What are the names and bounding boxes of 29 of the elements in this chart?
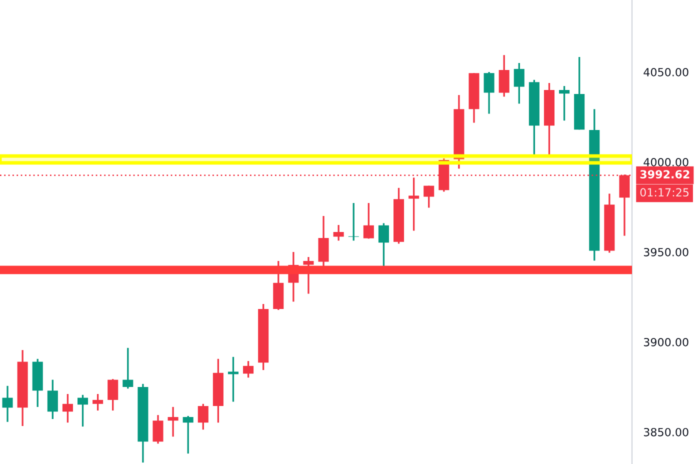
candlestick <box>77 394 88 428</box>
candlestick <box>182 415 194 454</box>
candlestick <box>559 85 570 122</box>
candlestick <box>363 202 374 240</box>
candlestick <box>348 202 359 242</box>
y-tick-label: 4000.00 <box>644 158 688 166</box>
candlestick <box>2 385 13 423</box>
candlestick <box>92 393 104 412</box>
candlestick <box>108 378 118 412</box>
candlestick <box>484 71 494 115</box>
candlestick <box>318 215 329 269</box>
ref-line-label: 3992.62 <box>640 170 690 178</box>
candlestick <box>514 62 524 105</box>
candlestick <box>424 184 434 209</box>
candlestick <box>62 393 73 424</box>
candlestick <box>243 360 254 378</box>
y-tick-label: 3900.00 <box>644 338 688 346</box>
candlestick <box>228 356 239 403</box>
candlestick <box>333 224 344 242</box>
y-tick-label: 3850.00 <box>644 428 688 436</box>
candlestick <box>198 403 208 430</box>
text: 01:17:25 <box>640 188 689 197</box>
candlestick <box>498 54 510 98</box>
candlestick <box>152 414 164 444</box>
candlestick <box>168 406 178 438</box>
candlestick <box>122 347 134 390</box>
y-tick-label: 3950.00 <box>644 248 688 256</box>
candlestick <box>47 378 58 420</box>
y-tick-label: 4050.00 <box>644 68 688 76</box>
